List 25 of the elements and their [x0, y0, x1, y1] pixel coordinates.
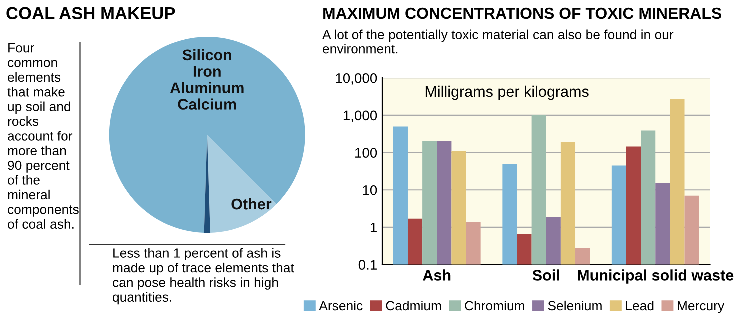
x-tick-label: Municipal solid waste	[578, 270, 734, 284]
legend-label: Selenium	[548, 300, 602, 311]
y-tick-label: 10	[363, 185, 378, 196]
legend-label: Mercury	[678, 301, 725, 314]
legend-label: Chromium	[465, 300, 524, 311]
y-tick-label: 0.1	[358, 260, 377, 270]
legend-label: Cadmium	[386, 300, 442, 311]
y-tick-label: 10,000	[336, 73, 378, 85]
y-tick-label: 1	[370, 222, 377, 232]
y-tick-label: 100	[356, 148, 378, 158]
x-tick-label: Ash	[423, 270, 451, 281]
pie-slice	[109, 37, 306, 233]
legend-label: Arsenic	[319, 300, 363, 311]
text: Four common elements that make up soil and rocks account for more than 90 percent of the mineral components of coal ash.	[8, 44, 79, 230]
text: Less than 1 percent of ash is made up of trace elements that can pose health risks in high quantities.	[113, 248, 294, 305]
y-tick-label: 1,000	[344, 110, 378, 122]
y-axis-title: Milligrams per kilograms	[426, 86, 589, 100]
x-tick-label: Soil	[532, 270, 560, 281]
chart-title: MAXIMUM CONCENTRATIONS OF TOXIC MINERALS	[324, 8, 722, 20]
pie-slice	[207, 135, 277, 233]
slice-label: Silicon Iron Aluminum Calcium	[170, 49, 244, 110]
legend-label: Lead	[626, 300, 654, 311]
chart-title: COAL ASH MAKEUP	[6, 7, 176, 20]
chart-subtitle: A lot of the potentially toxic material can also be found in our environment.	[322, 30, 674, 54]
slice-label: Other	[232, 198, 272, 210]
